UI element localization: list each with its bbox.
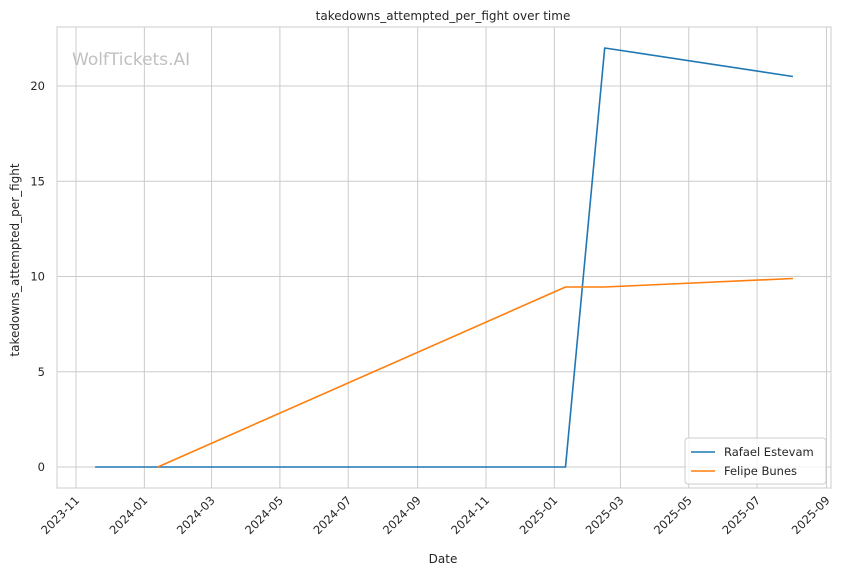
y-tick-label: 15 xyxy=(30,174,45,188)
plot-area xyxy=(56,26,832,489)
series-line-rafael-estevam xyxy=(95,47,794,468)
x-tick-label: 2025-01 xyxy=(517,493,561,537)
y-tick-label: 10 xyxy=(30,270,45,284)
y-tick-label: 5 xyxy=(38,365,45,379)
x-tick-label: 2024-09 xyxy=(380,493,424,537)
legend: Rafael Estevam Felipe Bunes xyxy=(684,437,827,485)
x-tick-label: 2025-05 xyxy=(651,493,695,537)
watermark-text: WolfTickets.AI xyxy=(72,50,190,70)
series-lines xyxy=(95,47,794,468)
x-tick-label: 2024-07 xyxy=(310,493,354,537)
x-tick-label: 2024-01 xyxy=(107,493,151,537)
x-tick-label: 2025-07 xyxy=(719,493,763,537)
legend-label-rafael-estevam: Rafael Estevam xyxy=(724,445,814,459)
chart-title: takedowns_attempted_per_fight over time xyxy=(316,9,571,23)
x-tick-label: 2024-11 xyxy=(448,493,492,537)
legend-label-felipe-bunes: Felipe Bunes xyxy=(724,464,797,478)
x-tick-label: 2025-09 xyxy=(789,493,833,537)
x-tick-label: 2024-05 xyxy=(242,493,286,537)
y-tick-label: 20 xyxy=(30,79,45,93)
y-axis-ticks: 0 5 10 15 20 xyxy=(30,79,45,474)
legend-box xyxy=(684,437,827,485)
y-tick-label: 0 xyxy=(38,460,45,474)
y-axis-label: takedowns_attempted_per_fight xyxy=(8,163,22,356)
x-tick-label: 2023-11 xyxy=(38,493,82,537)
x-tick-label: 2025-03 xyxy=(583,493,627,537)
x-tick-label: 2024-03 xyxy=(174,493,218,537)
x-axis-label: Date xyxy=(429,552,458,566)
x-axis-ticks: 2023-11 2024-01 2024-03 2024-05 2024-07 2024-… xyxy=(38,493,832,537)
series-line-felipe-bunes xyxy=(157,277,793,468)
